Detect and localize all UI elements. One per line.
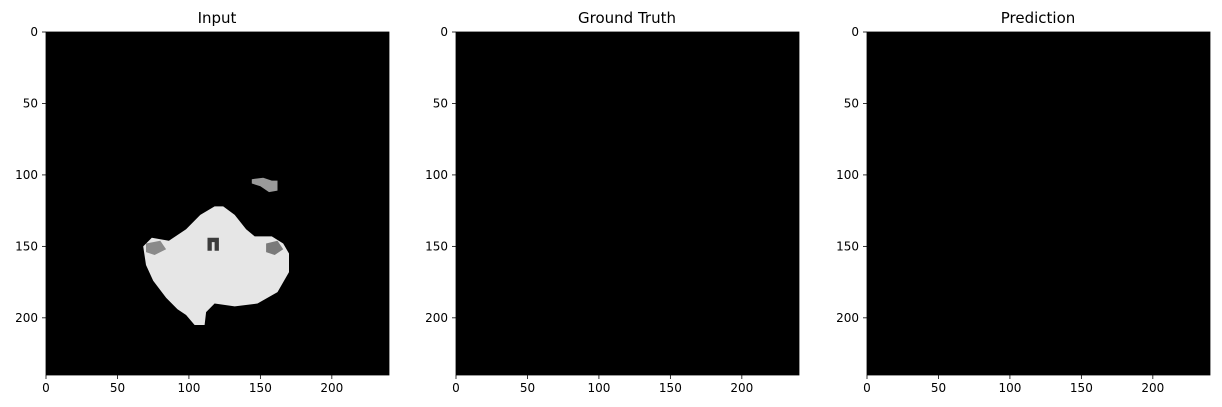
y-tick-label-ground-truth-0: 0 — [440, 25, 448, 39]
x-tick-label-prediction-200: 200 — [1141, 381, 1164, 395]
image-region-right-dark-patch — [266, 240, 284, 255]
x-tick-label-ground-truth-50: 50 — [520, 381, 535, 395]
image-background-prediction — [867, 32, 1210, 375]
image-region-brain-tissue — [143, 206, 289, 325]
y-tick-label-input-100: 100 — [15, 168, 38, 182]
image-region-ventricle-mark — [207, 237, 219, 251]
x-tick-label-input-200: 200 — [320, 381, 343, 395]
x-tick-label-input-0: 0 — [42, 381, 50, 395]
image-region-small-spot — [251, 177, 278, 193]
y-tick-label-input-50: 50 — [23, 96, 38, 110]
y-tick-label-input-0: 0 — [30, 25, 38, 39]
y-tick-label-prediction-100: 100 — [836, 168, 859, 182]
y-axis-prediction: 0 50 100 150 200 — [836, 25, 867, 325]
x-tick-label-ground-truth-0: 0 — [452, 381, 460, 395]
axes-frame-prediction — [866, 31, 1211, 376]
x-axis-prediction: 0 50 100 150 200 — [863, 375, 1164, 395]
x-tick-label-prediction-100: 100 — [998, 381, 1021, 395]
x-tick-label-prediction-50: 50 — [931, 381, 946, 395]
x-tick-label-ground-truth-200: 200 — [730, 381, 753, 395]
x-tick-label-input-100: 100 — [177, 381, 200, 395]
x-axis-input: 0 50 100 150 200 — [42, 375, 343, 395]
y-tick-label-prediction-200: 200 — [836, 311, 859, 325]
image-area-prediction — [866, 31, 1211, 376]
axes-frame-input — [45, 31, 390, 376]
x-tick-label-input-150: 150 — [249, 381, 272, 395]
y-tick-label-prediction-0: 0 — [851, 25, 859, 39]
y-axis-ground-truth: 0 50 100 150 200 — [425, 25, 456, 325]
axes-frame-ground-truth — [455, 31, 800, 376]
panel-input: Input 0 50 100 150 200 0 50 100 150 200 — [15, 9, 390, 395]
x-tick-label-input-50: 50 — [110, 381, 125, 395]
image-area-ground-truth — [455, 31, 800, 376]
image-background-ground-truth — [456, 32, 799, 375]
panel-ground-truth: Ground Truth 0 50 100 150 200 0 50 100 150 200 — [425, 9, 800, 395]
y-tick-label-ground-truth-50: 50 — [433, 96, 448, 110]
panel-title-ground-truth: Ground Truth — [578, 9, 676, 27]
x-tick-label-prediction-150: 150 — [1070, 381, 1093, 395]
image-region-left-dark-patch — [146, 240, 167, 255]
x-axis-ground-truth: 0 50 100 150 200 — [452, 375, 753, 395]
y-tick-label-prediction-150: 150 — [836, 239, 859, 253]
x-tick-label-ground-truth-100: 100 — [587, 381, 610, 395]
y-tick-label-input-200: 200 — [15, 311, 38, 325]
image-area-input — [45, 31, 390, 376]
x-tick-label-prediction-0: 0 — [863, 381, 871, 395]
panel-title-prediction: Prediction — [1001, 9, 1076, 27]
image-background-input — [46, 32, 389, 375]
x-tick-label-ground-truth-150: 150 — [659, 381, 682, 395]
y-tick-label-ground-truth-150: 150 — [425, 239, 448, 253]
y-axis-input: 0 50 100 150 200 — [15, 25, 46, 325]
y-tick-label-ground-truth-100: 100 — [425, 168, 448, 182]
y-tick-label-prediction-50: 50 — [844, 96, 859, 110]
panel-title-input: Input — [198, 9, 237, 27]
y-tick-label-input-150: 150 — [15, 239, 38, 253]
panel-prediction: Prediction 0 50 100 150 200 0 50 100 150 200 — [836, 9, 1211, 395]
y-tick-label-ground-truth-200: 200 — [425, 311, 448, 325]
